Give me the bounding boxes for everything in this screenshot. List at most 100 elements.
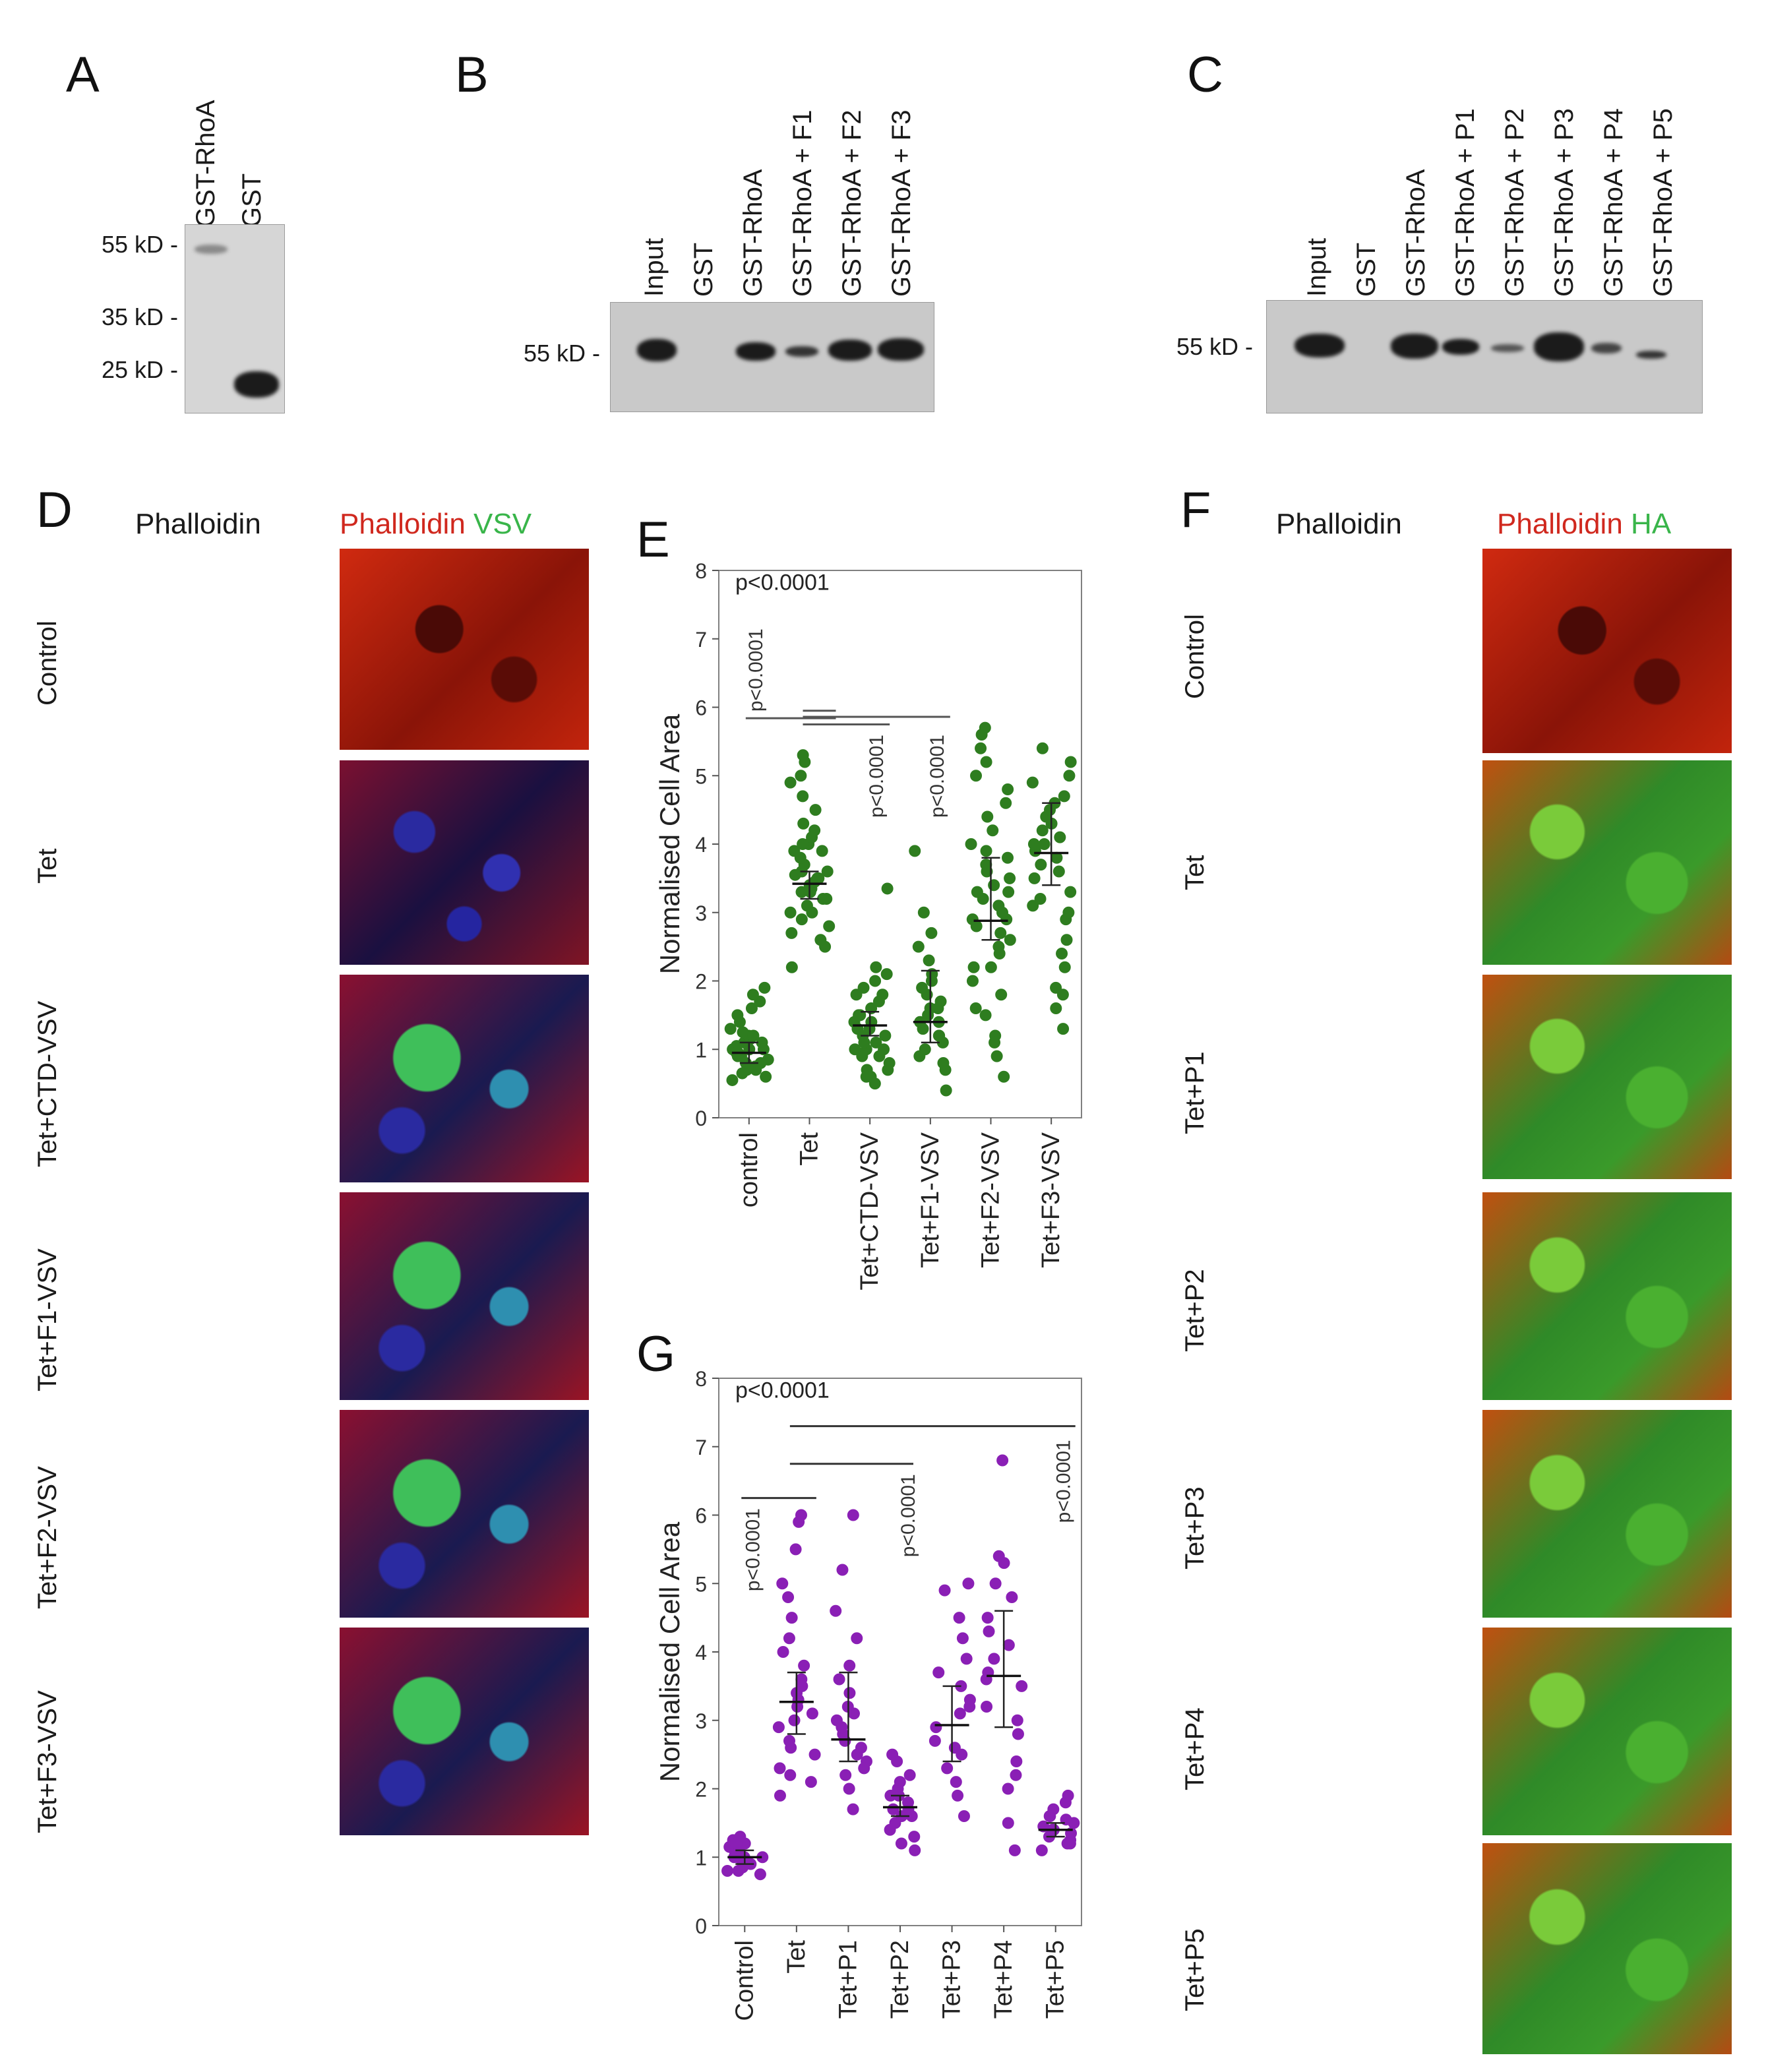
data-point: [980, 859, 992, 871]
data-point: [860, 1070, 872, 1083]
plot-frame: [718, 570, 1082, 1118]
data-point: [996, 1454, 1009, 1467]
data-point: [1035, 859, 1047, 871]
x-tick-label: Tet+P1: [834, 1940, 862, 2019]
data-point: [1002, 783, 1014, 795]
data-point: [789, 1543, 802, 1556]
data-point: [903, 1769, 916, 1781]
data-point: [798, 1659, 810, 1672]
data-point: [970, 770, 983, 782]
data-point: [795, 886, 808, 898]
data-point: [760, 1070, 772, 1083]
data-point: [782, 1591, 795, 1603]
panel-d-row-label: Tet+F1-VSV: [33, 1248, 62, 1391]
panel-g-letter: G: [636, 1326, 676, 1382]
y-tick-label: 4: [695, 1641, 707, 1664]
data-point: [1062, 906, 1075, 919]
panel-a-lane-label: GST-RhoA: [191, 100, 220, 228]
data-point: [981, 810, 994, 823]
p-value-label: p<0.0001: [742, 1508, 764, 1591]
panel-f-row-label: Tet+P1: [1180, 1051, 1209, 1134]
data-point: [937, 1057, 950, 1069]
p-value-label: p<0.0001: [898, 1474, 919, 1557]
data-point: [1064, 756, 1077, 768]
panel-d-row-label: Control: [33, 621, 62, 706]
panel-b-band: [637, 339, 677, 361]
data-point: [849, 1043, 861, 1056]
data-point: [966, 975, 979, 987]
x-tick-label: Tet+P2: [886, 1940, 914, 2019]
y-tick-label: 6: [695, 696, 707, 720]
data-point: [724, 1023, 737, 1035]
panel-a-marker: 55 kD -: [101, 231, 178, 258]
panel-c-lane-label: GST: [1352, 242, 1381, 297]
panel-f-row-label: Control: [1180, 614, 1209, 699]
panel-f-p3-phalloidin: [1223, 1410, 1473, 1618]
p-value-label: p<0.0001: [735, 570, 830, 595]
data-point: [721, 1865, 734, 1877]
panel-d-col2-green: VSV: [473, 508, 532, 540]
panel-a-marker: 25 kD -: [101, 356, 178, 383]
panel-d-col2-header: Phalloidin VSV: [340, 508, 532, 541]
panel-f-p5-phalloidin: [1223, 1843, 1473, 2054]
panel-b-blot: [610, 302, 934, 412]
data-point: [783, 1632, 795, 1645]
data-point: [870, 1036, 882, 1049]
data-point: [1006, 1591, 1018, 1603]
panel-d-col1-header: Phalloidin: [135, 508, 261, 540]
data-point: [731, 1009, 744, 1021]
data-point: [919, 1043, 931, 1056]
panel-b-lane-label: GST-RhoA + F1: [788, 109, 817, 297]
panel-d-scalebar: [82, 742, 135, 746]
data-point: [988, 879, 1000, 892]
panel-a-band: [234, 371, 279, 398]
data-point: [1036, 742, 1049, 754]
data-point: [969, 1002, 982, 1014]
data-point: [1028, 872, 1041, 884]
panel-c-band: [1491, 344, 1524, 352]
panel-b-marker: 55 kD -: [523, 340, 600, 367]
panel-f-row-label: Tet+P3: [1180, 1486, 1209, 1569]
panel-f-p2-merge: [1482, 1192, 1732, 1400]
panel-c-blot: [1266, 300, 1703, 413]
panel-c-lane-label: GST-RhoA + P4: [1599, 108, 1628, 297]
panel-b-lane-label: GST-RhoA + F2: [837, 109, 867, 297]
y-tick-label: 5: [695, 764, 707, 788]
data-point: [925, 927, 938, 939]
data-point: [858, 1762, 870, 1775]
y-tick-label: 3: [695, 901, 707, 925]
data-point: [1026, 776, 1039, 789]
data-point: [851, 1632, 863, 1645]
data-point: [726, 1074, 739, 1086]
data-point: [869, 975, 882, 987]
panel-c-band: [1294, 334, 1345, 357]
data-point: [980, 845, 992, 857]
data-point: [847, 1803, 859, 1815]
y-axis-label: Normalised Cell Area: [654, 714, 685, 974]
data-point: [836, 1564, 849, 1576]
data-point: [929, 1734, 941, 1747]
data-point: [784, 776, 797, 789]
data-point: [1050, 1002, 1062, 1014]
panel-f-col2-green: HA: [1631, 508, 1672, 540]
panel-d-f1-merge: [340, 1192, 589, 1400]
panel-c-lane-label: GST-RhoA: [1401, 169, 1430, 297]
data-point: [992, 899, 1005, 912]
data-point: [960, 1653, 973, 1665]
data-point: [806, 906, 818, 919]
y-tick-label: 5: [695, 1572, 707, 1596]
data-point: [912, 940, 925, 953]
p-value-label: p<0.0001: [735, 1378, 830, 1403]
y-axis-label: Normalised Cell Area: [654, 1521, 685, 1782]
data-point: [894, 1776, 906, 1788]
data-point: [953, 1612, 965, 1624]
data-point: [843, 1659, 856, 1672]
data-point: [797, 790, 809, 803]
panel-d-f2-phalloidin: [77, 1410, 328, 1618]
data-point: [1064, 886, 1077, 898]
data-point: [1002, 1639, 1015, 1651]
data-point: [1002, 886, 1015, 898]
data-point: [998, 1070, 1010, 1083]
panel-c-band: [1442, 339, 1479, 355]
data-point: [1016, 1680, 1028, 1692]
